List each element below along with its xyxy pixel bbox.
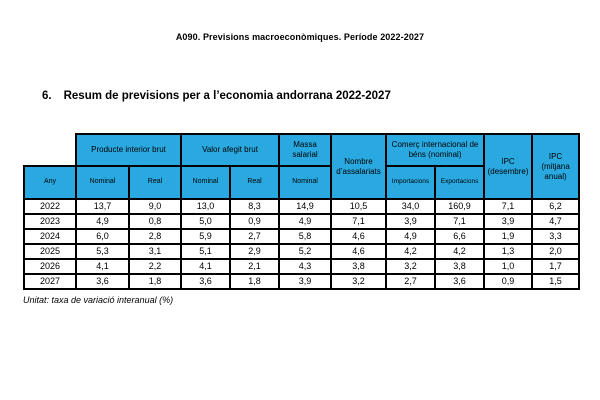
value-cell: 5,0 bbox=[180, 213, 232, 230]
value-cell: 0,9 bbox=[483, 273, 534, 290]
value-cell: 6,0 bbox=[75, 228, 130, 245]
value-cell: 4,2 bbox=[385, 243, 437, 260]
value-cell: 8,3 bbox=[229, 198, 281, 215]
value-cell: 5,3 bbox=[75, 243, 130, 260]
value-cell: 4,6 bbox=[330, 228, 388, 245]
value-cell: 10,5 bbox=[330, 198, 388, 215]
value-cell: 0,9 bbox=[229, 213, 281, 230]
col-group-massa-salarial: Massa salarial bbox=[278, 133, 333, 167]
value-cell: 2,7 bbox=[385, 273, 437, 290]
value-cell: 7,1 bbox=[483, 198, 534, 215]
unit-footnote: Unitat: taxa de variació interanual (%) bbox=[23, 295, 174, 305]
value-cell: 3,6 bbox=[75, 273, 130, 290]
value-cell: 3,9 bbox=[385, 213, 437, 230]
value-cell: 3,2 bbox=[385, 258, 437, 275]
value-cell: 9,0 bbox=[127, 198, 183, 215]
value-cell: 34,0 bbox=[385, 198, 437, 215]
value-cell: 3,6 bbox=[434, 273, 486, 290]
value-cell: 4,9 bbox=[278, 213, 333, 230]
value-cell: 6,2 bbox=[531, 198, 581, 215]
value-cell: 2,2 bbox=[127, 258, 183, 275]
col-group-ipc-desembre: IPC (desembre) bbox=[483, 133, 534, 200]
col-header-vab-real: Real bbox=[229, 165, 281, 200]
table-sub-header-row: Any Nominal Real Nominal Real Nominal Im… bbox=[23, 165, 579, 200]
table-row-2025: 2025 5,3 3,1 5,1 2,9 5,2 4,6 4,2 4,2 1,3… bbox=[23, 243, 581, 260]
value-cell: 3,3 bbox=[531, 228, 581, 245]
value-cell: 1,7 bbox=[531, 258, 581, 275]
value-cell: 5,1 bbox=[180, 243, 232, 260]
value-cell: 2,8 bbox=[127, 228, 183, 245]
year-cell: 2024 bbox=[23, 228, 77, 245]
value-cell: 2,9 bbox=[229, 243, 281, 260]
section-heading: 6. Resum de previsions per a l’economia … bbox=[42, 90, 391, 102]
col-header-vab-nominal: Nominal bbox=[180, 165, 232, 200]
col-header-importacions: Importacions bbox=[385, 165, 437, 200]
table-row-2024: 2024 6,0 2,8 5,9 2,7 5,8 4,6 4,9 6,6 1,9… bbox=[23, 228, 581, 245]
col-group-comerc-internacional: Comerç internacional de béns (nominal) bbox=[385, 133, 486, 167]
section-number: 6. bbox=[42, 90, 52, 102]
value-cell: 13,0 bbox=[180, 198, 232, 215]
year-cell: 2023 bbox=[23, 213, 77, 230]
value-cell: 1,3 bbox=[483, 243, 534, 260]
value-cell: 4,7 bbox=[531, 213, 581, 230]
table-row-2022: 2022 13,7 9,0 13,0 8,3 14,9 10,5 34,0 16… bbox=[23, 198, 581, 215]
value-cell: 2,1 bbox=[229, 258, 281, 275]
value-cell: 3,2 bbox=[330, 273, 388, 290]
value-cell: 6,6 bbox=[434, 228, 486, 245]
value-cell: 3,1 bbox=[127, 243, 183, 260]
col-header-pib-nominal: Nominal bbox=[75, 165, 130, 200]
value-cell: 7,1 bbox=[330, 213, 388, 230]
value-cell: 2,7 bbox=[229, 228, 281, 245]
table-row-2023: 2023 4,9 0,8 5,0 0,9 4,9 7,1 3,9 7,1 3,9… bbox=[23, 213, 581, 230]
value-cell: 4,9 bbox=[75, 213, 130, 230]
value-cell: 4,1 bbox=[180, 258, 232, 275]
year-cell: 2027 bbox=[23, 273, 77, 290]
value-cell: 13,7 bbox=[75, 198, 130, 215]
value-cell: 14,9 bbox=[278, 198, 333, 215]
value-cell: 0,8 bbox=[127, 213, 183, 230]
table-group-header-row: Producte interior brut Valor afegit brut… bbox=[24, 133, 581, 200]
value-cell: 4,1 bbox=[75, 258, 130, 275]
col-header-pib-real: Real bbox=[127, 165, 183, 200]
value-cell: 1,8 bbox=[229, 273, 281, 290]
value-cell: 1,9 bbox=[483, 228, 534, 245]
year-cell: 2026 bbox=[23, 258, 77, 275]
col-group-nombre-assalariats: Nombre d’assalariats bbox=[330, 133, 388, 200]
value-cell: 5,8 bbox=[278, 228, 333, 245]
value-cell: 5,2 bbox=[278, 243, 333, 260]
value-cell: 1,5 bbox=[531, 273, 581, 290]
section-title: Resum de previsions per a l’economia and… bbox=[63, 90, 391, 102]
col-group-ipc-mitjana-anual: IPC (mitjana anual) bbox=[531, 133, 581, 200]
year-cell: 2022 bbox=[23, 198, 77, 215]
table-row-2026: 2026 4,1 2,2 4,1 2,1 4,3 3,8 3,2 3,8 1,0… bbox=[23, 258, 581, 275]
value-cell: 2,0 bbox=[531, 243, 581, 260]
value-cell: 3,9 bbox=[483, 213, 534, 230]
document-header-title: A090. Previsions macroeconòmiques. Perío… bbox=[175, 32, 425, 42]
value-cell: 3,8 bbox=[434, 258, 486, 275]
year-cell: 2025 bbox=[23, 243, 77, 260]
col-group-pib: Producte interior brut bbox=[74, 133, 183, 167]
value-cell: 1,8 bbox=[127, 273, 183, 290]
corner-empty-cell bbox=[24, 134, 76, 166]
value-cell: 160,9 bbox=[434, 198, 486, 215]
col-header-exportacions: Exportacions bbox=[434, 165, 486, 200]
value-cell: 4,9 bbox=[385, 228, 437, 245]
forecast-table: Producte interior brut Valor afegit brut… bbox=[23, 133, 581, 290]
value-cell: 5,9 bbox=[180, 228, 232, 245]
col-header-any: Any bbox=[23, 165, 77, 200]
value-cell: 4,3 bbox=[278, 258, 333, 275]
value-cell: 3,9 bbox=[278, 273, 333, 290]
value-cell: 4,2 bbox=[434, 243, 486, 260]
value-cell: 1,0 bbox=[483, 258, 534, 275]
value-cell: 4,6 bbox=[330, 243, 388, 260]
value-cell: 3,6 bbox=[180, 273, 232, 290]
value-cell: 7,1 bbox=[434, 213, 486, 230]
value-cell: 3,8 bbox=[330, 258, 388, 275]
col-group-vab: Valor afegit brut bbox=[180, 133, 281, 167]
col-header-massa-nominal: Nominal bbox=[278, 165, 333, 200]
table-row-2027: 2027 3,6 1,8 3,6 1,8 3,9 3,2 2,7 3,6 0,9… bbox=[23, 273, 581, 290]
